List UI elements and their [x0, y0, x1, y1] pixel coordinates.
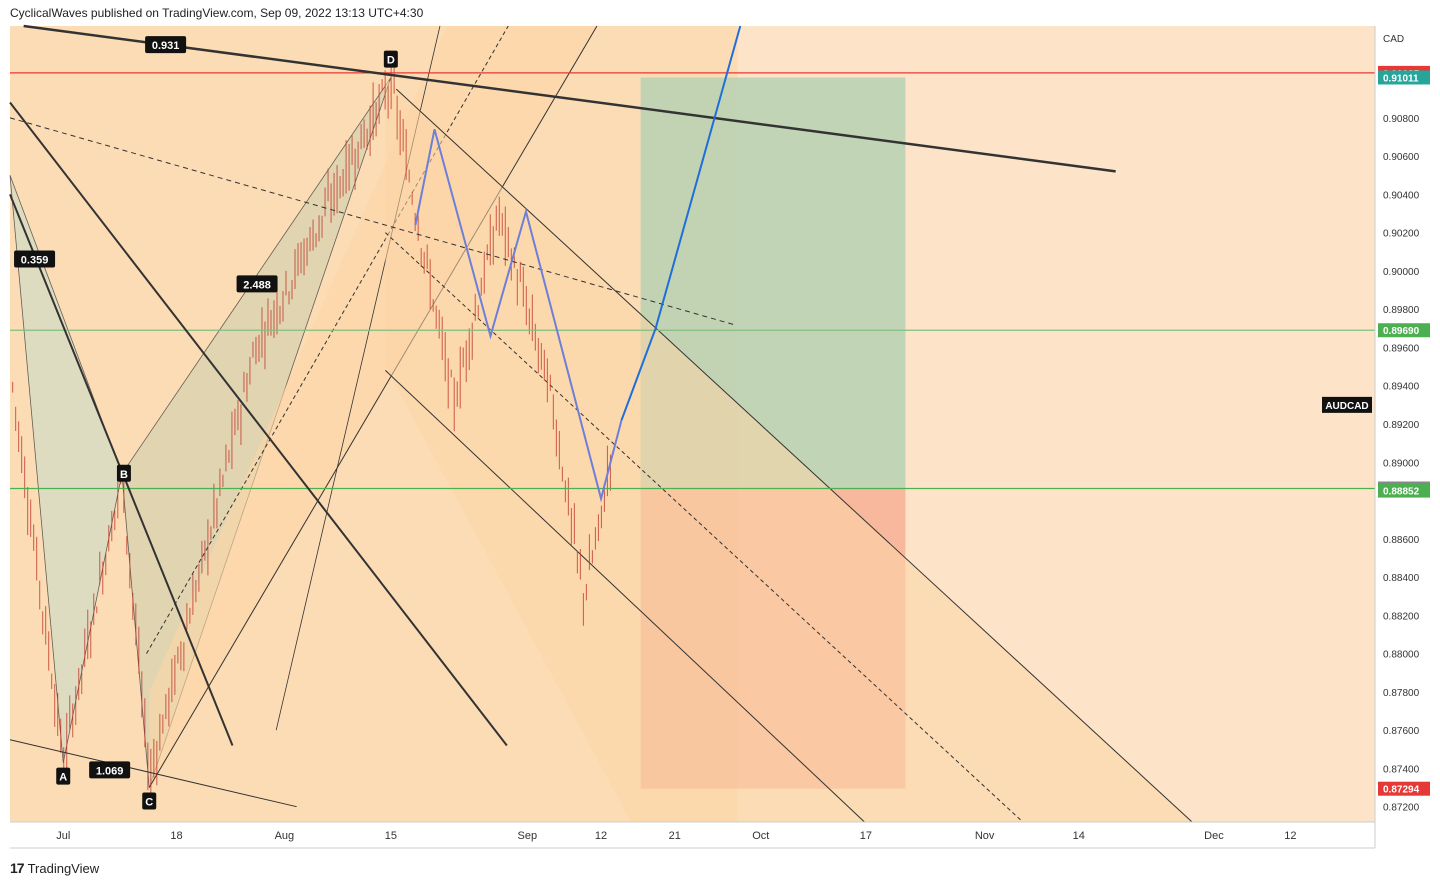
- publish-header: CyclicalWaves published on TradingView.c…: [10, 6, 424, 20]
- price-tag-box: [1378, 70, 1430, 85]
- rising-channel-mid: [146, 25, 509, 654]
- price-tag-box: [1378, 781, 1430, 796]
- point-a-box: [56, 767, 71, 785]
- price-tick: 0.90800: [1383, 114, 1420, 125]
- labels-layer: A B C D 0.931 0.359 2.488 1.069: [14, 36, 398, 810]
- price-tick: 0.89400: [1383, 382, 1420, 393]
- price-tick: 0.90600: [1383, 152, 1420, 163]
- currency-label: CAD: [1383, 34, 1404, 45]
- major-resistance-trendline: [23, 24, 1116, 173]
- price-tag-box: [1378, 323, 1430, 338]
- point-a: A: [56, 767, 71, 785]
- price-tick: 0.90400: [1383, 190, 1420, 201]
- point-d: D: [383, 50, 398, 68]
- ratio-0-931-text: 0.931: [152, 40, 180, 52]
- price-tag: 0.88852: [1378, 483, 1430, 498]
- tradingview-logo-icon: 17: [10, 860, 25, 876]
- time-axis[interactable]: Jul 18 Aug 15 Sep 12 21 Oct 17 Nov 14 Dec 12: [10, 821, 1375, 849]
- ratio-0-359-box: [14, 250, 56, 268]
- price-tag-text: 0.87294: [1383, 785, 1420, 796]
- point-c: C: [142, 792, 157, 810]
- time-tick: 12: [1284, 830, 1296, 842]
- ratio-1-069-text: 1.069: [96, 765, 124, 777]
- rising-channel-lower: [148, 25, 598, 788]
- lines-layer: [9, 24, 1375, 808]
- price-tick: 0.90000: [1383, 267, 1420, 278]
- point-c-text: C: [145, 797, 153, 809]
- price-tag: 0.87294: [1378, 781, 1430, 796]
- point-b-text: B: [120, 469, 128, 481]
- ratio-0-359: 0.359: [14, 250, 56, 268]
- price-tag-box: [1378, 483, 1430, 498]
- time-tick: 21: [669, 830, 681, 842]
- descending-trendline-1: [9, 101, 508, 747]
- price-tick: 0.87600: [1383, 726, 1420, 737]
- time-tick: Nov: [975, 830, 995, 842]
- price-axis[interactable]: CAD 0.90800 0.90600 0.90400 0.90200 0.90000 0.…: [1322, 26, 1430, 848]
- point-d-box: [383, 50, 398, 68]
- falling-channel-mid: [385, 232, 1024, 823]
- price-tick: 0.88600: [1383, 535, 1420, 546]
- price-tag-text: 0.88852: [1383, 487, 1420, 498]
- falling-channel-upper: [395, 88, 1193, 823]
- price-tick: 0.89600: [1383, 343, 1420, 354]
- abc-wave-path: [414, 129, 623, 503]
- time-tick: Sep: [518, 830, 538, 842]
- candles-layer: [12, 62, 611, 794]
- price-tag: 0.89690: [1378, 323, 1430, 338]
- channels-layer: [9, 25, 1193, 823]
- point-b-box: [116, 464, 131, 482]
- symbol-tag-text: AUDCAD: [1325, 401, 1368, 412]
- price-tick: 0.88400: [1383, 573, 1420, 584]
- price-tag-text: 0.91011: [1383, 73, 1419, 84]
- point-d-text: D: [387, 55, 395, 67]
- price-tick: 0.87400: [1383, 764, 1420, 775]
- ratio-0-931-box: [145, 36, 187, 54]
- bullish-projection-path: [620, 25, 742, 421]
- price-tick: 0.89200: [1383, 420, 1420, 431]
- time-tick: Jul: [56, 830, 70, 842]
- ratio-1-069: 1.069: [89, 761, 131, 779]
- point-c-box: [142, 792, 157, 810]
- tradingview-footer[interactable]: 17 TradingView: [10, 858, 99, 878]
- time-tick: Dec: [1204, 830, 1224, 842]
- symbol-tag-box: [1322, 396, 1372, 413]
- price-tick: 0.89000: [1383, 458, 1420, 469]
- ratio-2-488-text: 2.488: [243, 279, 271, 291]
- ratio-0-359-text: 0.359: [21, 254, 49, 266]
- xab-triangle: [9, 175, 123, 763]
- tradingview-brand: TradingView: [27, 860, 100, 876]
- time-tick: 17: [860, 830, 872, 842]
- time-tick: Aug: [275, 830, 295, 842]
- price-tag-text: 0.89690: [1383, 326, 1420, 337]
- price-tick: 0.87200: [1383, 803, 1420, 814]
- price-tick: 0.88200: [1383, 611, 1420, 622]
- price-tick: 0.89800: [1383, 305, 1420, 316]
- price-tick: 0.88000: [1383, 650, 1420, 661]
- point-a-text: A: [59, 772, 67, 784]
- falling-channel-lower: [385, 370, 865, 823]
- time-tick: 15: [385, 830, 397, 842]
- time-tick: 12: [595, 830, 607, 842]
- price-tag: 0.91011: [1378, 70, 1430, 85]
- symbol-tag: AUDCAD: [1322, 396, 1372, 413]
- price-tick: 0.90200: [1383, 229, 1420, 240]
- point-b: B: [116, 464, 131, 482]
- base-trendline: [9, 739, 297, 808]
- ratio-1-069-box: [89, 761, 131, 779]
- price-tick: 0.87800: [1383, 688, 1420, 699]
- ratio-0-931: 0.931: [145, 36, 187, 54]
- time-tick: 18: [170, 830, 182, 842]
- time-tick: Oct: [752, 830, 769, 842]
- ratio-2-488: 2.488: [236, 275, 278, 293]
- time-tick: 14: [1073, 830, 1085, 842]
- ratio-2-488-box: [236, 275, 278, 293]
